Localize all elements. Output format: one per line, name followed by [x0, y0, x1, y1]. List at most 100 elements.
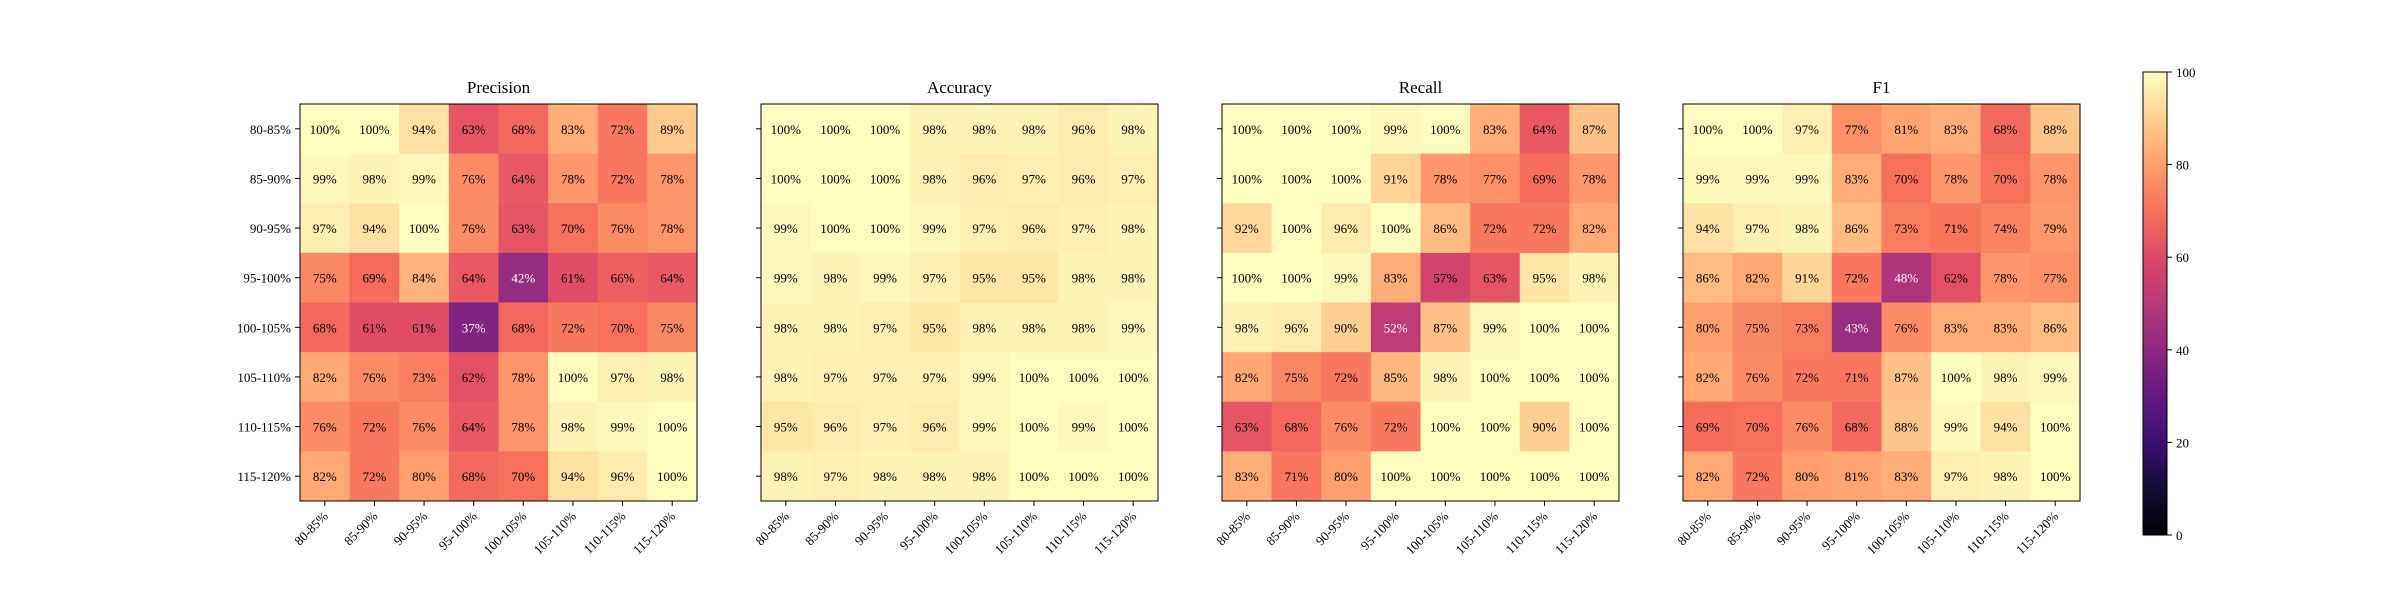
cell-label: 99% [2043, 370, 2067, 385]
cell-label: 78% [561, 171, 585, 186]
cell-label: 82% [1746, 271, 1770, 286]
heatmap-cell [810, 104, 861, 155]
cell-label: 100% [1331, 171, 1362, 186]
heatmap-cell [1271, 352, 1322, 403]
heatmap-cell [1222, 104, 1273, 155]
heatmap-cell [597, 153, 648, 204]
heatmap-cell [399, 352, 450, 403]
heatmap-cell [1009, 401, 1060, 452]
heatmap-cell [349, 153, 400, 204]
cell-label: 95% [774, 420, 798, 435]
heatmap-cell [448, 451, 499, 502]
heatmap-cell [498, 352, 549, 403]
heatmap-cell [860, 153, 911, 204]
heatmap-cell [1009, 104, 1060, 155]
heatmap-cell [909, 252, 960, 303]
cell-label: 77% [2043, 271, 2067, 286]
cell-label: 73% [1795, 320, 1819, 335]
heatmap-cell [1058, 401, 1109, 452]
heatmap-cell [1831, 401, 1882, 452]
cell-label: 69% [1696, 420, 1720, 435]
heatmap-cell [1009, 153, 1060, 204]
cell-label: 82% [1582, 221, 1606, 236]
heatmap-cell [1831, 203, 1882, 254]
heatmap-panels: Precision 100% 100% 94% 63% 68% 83% 72% 89% 99% 98… [237, 78, 2081, 557]
heatmap-cell [1782, 451, 1833, 502]
cell-label: 70% [1746, 420, 1770, 435]
heatmap-cell [1470, 451, 1521, 502]
cell-label: 80% [1795, 469, 1819, 484]
heatmap-cell [761, 451, 812, 502]
heatmap-cell [1881, 302, 1932, 353]
panel-precision: Precision 100% 100% 94% 63% 68% 83% 72% 89% 99% 98… [237, 78, 698, 557]
heatmap-cell [1519, 302, 1570, 353]
panel-title: Accuracy [927, 78, 993, 97]
heatmap-cell [1271, 153, 1322, 204]
heatmap-cell [1519, 451, 1570, 502]
heatmap-cell [1222, 401, 1273, 452]
colorbar-tick-label: 40 [2176, 343, 2189, 358]
heatmap-cell [399, 104, 450, 155]
heatmap-cell [1881, 203, 1932, 254]
cell-label: 86% [1845, 221, 1869, 236]
heatmap-cell [1058, 302, 1109, 353]
cell-label: 97% [972, 221, 996, 236]
heatmap-cell [1782, 203, 1833, 254]
x-tick-label: 105-110% [1452, 508, 1501, 557]
heatmap-cell [1321, 451, 1372, 502]
heatmap-cell [1732, 352, 1783, 403]
cell-label: 64% [511, 171, 535, 186]
heatmap-cell [1009, 451, 1060, 502]
heatmap-cell [1009, 252, 1060, 303]
cell-label: 99% [1121, 320, 1145, 335]
cell-label: 100% [1579, 469, 1610, 484]
panel-frame [760, 103, 1159, 502]
heatmap-cell [1831, 352, 1882, 403]
heatmap-cell [1222, 451, 1273, 502]
cell-label: 78% [511, 420, 535, 435]
cell-label: 82% [313, 370, 337, 385]
x-tick-label: 80-85% [752, 508, 792, 548]
cell-label: 76% [363, 370, 387, 385]
heatmap-cell [860, 252, 911, 303]
cell-label: 98% [1994, 469, 2018, 484]
heatmap-cell [448, 203, 499, 254]
heatmap-cell [1980, 153, 2031, 204]
cell-label: 99% [313, 171, 337, 186]
x-tick-label: 90-95% [1773, 508, 1813, 548]
panel-title: Precision [467, 78, 531, 97]
heatmap-cell [498, 302, 549, 353]
heatmap-cell [1108, 302, 1159, 353]
cell-label: 100% [1232, 122, 1263, 137]
heatmap-cell [1980, 302, 2031, 353]
cell-label: 78% [1944, 171, 1968, 186]
cell-label: 100% [657, 420, 688, 435]
heatmap-cell [761, 352, 812, 403]
cell-label: 100% [1480, 420, 1511, 435]
heatmap-cell [548, 252, 599, 303]
cell-label: 91% [1384, 171, 1408, 186]
heatmap-cell [1271, 401, 1322, 452]
cell-label: 100% [1529, 370, 1560, 385]
panel-f1: F1 100% 100% 97% 77% 81% 83% 68% 88% 99% 99% 99% 83%… [1674, 78, 2081, 557]
heatmap-cell [1683, 302, 1734, 353]
x-tick-label: 90-95% [851, 508, 891, 548]
cell-label: 96% [1022, 221, 1046, 236]
cell-label: 87% [1433, 320, 1457, 335]
heatmap-cell [959, 203, 1010, 254]
cell-label: 69% [363, 271, 387, 286]
heatmap-cell [1881, 153, 1932, 204]
heatmap-cell [860, 401, 911, 452]
cell-label: 98% [824, 271, 848, 286]
heatmap-cell [597, 104, 648, 155]
heatmap-cell [1370, 153, 1421, 204]
cell-label: 96% [611, 469, 635, 484]
cell-label: 78% [1994, 271, 2018, 286]
cell-label: 100% [409, 221, 440, 236]
x-tick-label: 80-85% [1674, 508, 1714, 548]
cell-label: 63% [511, 221, 535, 236]
heatmap-cell [399, 401, 450, 452]
cell-label: 72% [1845, 271, 1869, 286]
heatmap-cell [498, 451, 549, 502]
cell-label: 57% [1433, 271, 1457, 286]
